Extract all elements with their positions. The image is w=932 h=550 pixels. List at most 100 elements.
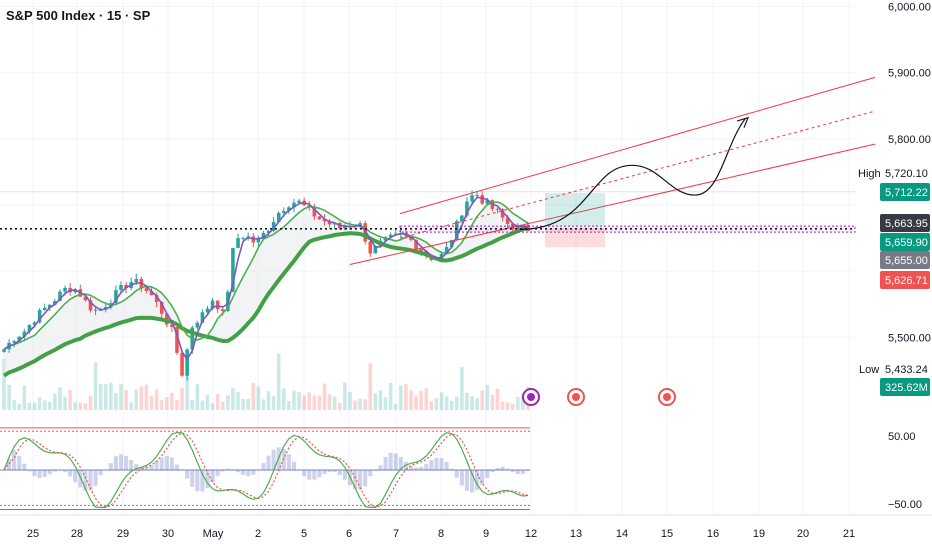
time-tick-label: 30 xyxy=(162,528,174,540)
osc-tick-label: −50.00 xyxy=(888,499,922,511)
candle-body xyxy=(83,296,88,301)
osc-histogram-bar xyxy=(68,470,73,477)
candle-body xyxy=(114,290,118,304)
osc-histogram-bar xyxy=(525,470,531,471)
candle-body xyxy=(256,237,261,243)
osc-histogram-bar xyxy=(515,470,520,475)
volume-bar xyxy=(154,389,159,410)
osc-histogram-bar xyxy=(241,470,246,475)
candle-body xyxy=(180,352,184,376)
flag-event-icon[interactable] xyxy=(658,388,676,406)
volume-bar xyxy=(119,383,123,410)
time-tick-label: 25 xyxy=(27,528,39,540)
osc-histogram-bar xyxy=(520,470,525,474)
badge-bg xyxy=(880,214,930,232)
volume-bar xyxy=(109,382,113,410)
candle-body xyxy=(241,238,245,240)
osc-histogram-bar xyxy=(444,462,449,471)
volume-bar xyxy=(48,402,52,410)
osc-histogram-bar xyxy=(256,469,261,471)
volume-bar xyxy=(180,387,184,410)
badge-value: 5,433.24 xyxy=(885,364,928,376)
candle-body xyxy=(363,223,367,242)
price-tick-label: 5,500.00 xyxy=(888,332,931,344)
osc-histogram-bar xyxy=(22,463,27,471)
time-tick-label: May xyxy=(203,528,224,540)
volume-bar xyxy=(261,399,266,410)
candle-body xyxy=(119,284,123,291)
volume-bar xyxy=(327,394,332,410)
volume-bar xyxy=(185,360,189,410)
osc-histogram-bar xyxy=(317,470,322,478)
candle-body xyxy=(526,224,530,232)
lightning-event-icon[interactable] xyxy=(522,388,540,406)
osc-histogram-bar xyxy=(307,470,312,480)
osc-histogram-bar xyxy=(7,458,12,471)
time-tick-label: 16 xyxy=(707,528,719,540)
candle-body xyxy=(32,322,37,325)
osc-histogram-bar xyxy=(37,470,42,479)
volume-bar xyxy=(22,385,27,410)
candle-body xyxy=(266,230,271,233)
osc-histogram-bar xyxy=(271,449,276,471)
candle-body xyxy=(271,221,276,231)
volume-bar xyxy=(373,393,378,410)
candle-body xyxy=(292,202,296,208)
flag-event-icon[interactable] xyxy=(567,388,585,406)
osc-histogram-bar xyxy=(266,455,271,471)
osc-histogram-bar xyxy=(434,457,439,471)
candle-body xyxy=(210,300,215,309)
candle-body xyxy=(63,287,67,292)
badge-bg xyxy=(880,233,930,251)
osc-histogram-bar xyxy=(52,470,57,472)
osc-histogram-bar xyxy=(88,470,93,491)
volume-bar xyxy=(42,400,47,410)
candle-body xyxy=(42,307,47,310)
badge-value: 5,712.22 xyxy=(885,187,928,199)
candle-body xyxy=(53,301,57,305)
osc-histogram-bar xyxy=(73,470,78,483)
volume-bar xyxy=(103,384,108,410)
candle-body xyxy=(175,326,179,353)
price-badge-high: 5,720.10 xyxy=(880,164,930,182)
candle-body xyxy=(327,221,332,225)
volume-bar xyxy=(470,396,474,410)
event-dot xyxy=(527,393,535,401)
candle-body xyxy=(236,238,240,248)
volume-bar xyxy=(282,388,286,410)
volume-bar xyxy=(500,401,505,410)
volume-bar xyxy=(17,403,22,410)
osc-histogram-bar xyxy=(47,470,52,475)
price-badge-green: 5,659.90 xyxy=(880,233,930,251)
badge-bg xyxy=(880,164,930,182)
candle-body xyxy=(409,235,413,240)
osc-histogram-bar xyxy=(124,455,129,471)
candle-body xyxy=(373,246,378,254)
time-tick-label: 19 xyxy=(753,528,765,540)
osc-d-line xyxy=(3,432,529,508)
time-tick-label: 8 xyxy=(438,528,444,540)
osc-histogram-bar xyxy=(454,470,459,478)
candle-body xyxy=(2,349,6,352)
candle-body xyxy=(297,200,301,203)
price-axis: 6,000.00 5,900.00 5,800.00 5,500.00 50.00 −50… xyxy=(858,2,931,511)
osc-histogram-bar xyxy=(480,470,485,485)
volume-bar xyxy=(63,396,67,410)
volume-bar xyxy=(12,400,16,410)
price-badge-gray: 5,655.00 xyxy=(880,251,930,269)
volume-bar xyxy=(241,398,245,410)
osc-histogram-bar xyxy=(220,470,225,472)
osc-histogram-bar xyxy=(63,470,68,473)
candle-body xyxy=(322,219,327,222)
osc-histogram-bar xyxy=(215,470,220,477)
candle-body xyxy=(282,210,286,213)
osc-histogram-bar xyxy=(419,466,424,471)
candle-body xyxy=(317,216,322,220)
candle-body xyxy=(200,312,205,323)
volume-bar xyxy=(393,403,398,410)
volume-bar xyxy=(159,400,164,410)
candle-body xyxy=(343,226,347,229)
candle-body xyxy=(495,208,500,210)
volume-bar xyxy=(292,390,296,410)
